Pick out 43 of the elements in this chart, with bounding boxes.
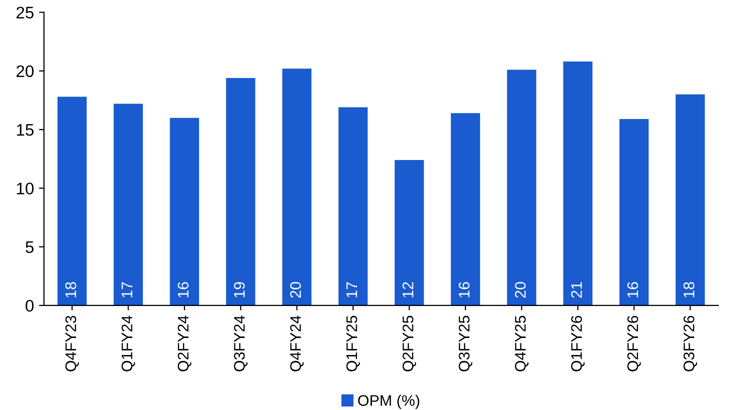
bar <box>57 96 87 306</box>
x-tick-label: Q1FY25 <box>346 316 360 372</box>
data-label: 16 <box>627 282 638 298</box>
data-label: 18 <box>65 282 76 298</box>
x-tick-label: Q2FY25 <box>402 316 416 372</box>
bar <box>114 104 143 306</box>
x-tick-label: Q4FY24 <box>290 316 304 372</box>
data-label: 20 <box>514 282 526 298</box>
data-label: 18 <box>684 282 694 298</box>
y-tick-label: 25 <box>16 6 34 19</box>
y-tick-label: 20 <box>16 65 34 78</box>
bar <box>282 68 312 306</box>
x-tick-label: Q2FY24 <box>178 316 192 372</box>
data-label: 12 <box>402 282 414 298</box>
x-tick-label: Q3FY24 <box>234 316 248 372</box>
data-label: 17 <box>122 282 132 298</box>
bar <box>170 118 200 306</box>
x-tick-label: Q2FY26 <box>627 316 641 372</box>
bar <box>450 113 480 306</box>
y-tick-label: 10 <box>16 182 34 194</box>
data-label: 21 <box>571 282 582 298</box>
y-tick-label: 5 <box>26 241 34 254</box>
x-tick-label: Q1FY26 <box>571 316 585 372</box>
bar <box>507 70 536 306</box>
data-label: 19 <box>234 282 245 298</box>
bar <box>619 119 649 306</box>
bar <box>676 94 705 306</box>
x-tick-label: Q4FY25 <box>514 316 528 372</box>
bar <box>226 78 256 306</box>
x-tick-label: Q3FY26 <box>684 316 698 372</box>
data-label: 16 <box>458 282 470 298</box>
x-tick-label: Q4FY23 <box>65 316 79 372</box>
y-tick-label: 15 <box>16 124 34 136</box>
x-tick-label: Q1FY24 <box>122 316 136 372</box>
data-label: 20 <box>290 282 301 298</box>
y-tick-label: 0 <box>26 300 34 312</box>
bar <box>394 160 424 306</box>
legend-label: OPM (%) <box>358 394 420 409</box>
data-label: 17 <box>346 282 358 298</box>
data-label: 16 <box>178 282 189 298</box>
bar <box>563 62 592 306</box>
x-tick-label: Q3FY25 <box>458 316 472 372</box>
bar <box>338 107 368 306</box>
